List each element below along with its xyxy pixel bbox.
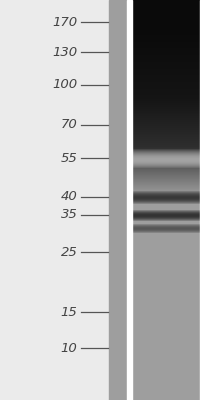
Bar	[109, 0, 127, 400]
Text: 170: 170	[52, 16, 78, 28]
Text: 70: 70	[61, 118, 78, 132]
Text: 100: 100	[52, 78, 78, 92]
Text: 35: 35	[61, 208, 78, 222]
Text: 40: 40	[61, 190, 78, 204]
Bar	[127, 0, 132, 400]
Text: 15: 15	[61, 306, 78, 318]
Bar	[200, 0, 204, 400]
Text: 25: 25	[61, 246, 78, 258]
Text: 10: 10	[61, 342, 78, 354]
Text: 130: 130	[52, 46, 78, 58]
Text: 55: 55	[61, 152, 78, 164]
